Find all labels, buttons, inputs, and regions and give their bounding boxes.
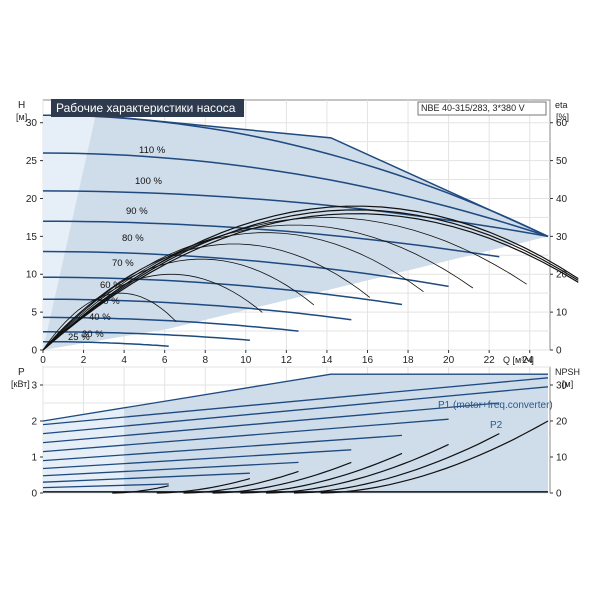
y-tick-label: 0 bbox=[31, 346, 37, 357]
x-tick-label: 24 bbox=[522, 355, 534, 366]
eta-curve bbox=[42, 292, 177, 351]
npsh-axis-unit: [м] bbox=[562, 379, 573, 389]
power-line bbox=[42, 386, 549, 435]
power-line bbox=[42, 483, 169, 489]
speed-label: 80 % bbox=[122, 233, 144, 244]
y2-axis-label: eta bbox=[555, 100, 568, 110]
power-area-light bbox=[43, 408, 125, 493]
pump-model: NBE 40-315/283, 3*380 V bbox=[421, 103, 525, 113]
y-tick-label: 30 bbox=[26, 118, 38, 129]
y2-tick-label: 20 bbox=[556, 270, 568, 281]
power-line bbox=[42, 472, 250, 483]
title-box bbox=[51, 99, 244, 117]
y2-tick-label: 40 bbox=[556, 194, 568, 205]
x-tick-label: 6 bbox=[162, 355, 168, 366]
eta-curve bbox=[42, 213, 579, 351]
x-tick-label: 14 bbox=[321, 355, 333, 366]
p-axis-unit: [кВт] bbox=[11, 379, 30, 389]
x-tick-label: 8 bbox=[202, 355, 208, 366]
power-line bbox=[42, 461, 299, 477]
y-tick-label: 10 bbox=[26, 270, 38, 281]
x-tick-label: 18 bbox=[402, 355, 414, 366]
power-line bbox=[42, 418, 449, 453]
chart-title: Рабочие характеристики насоса bbox=[56, 101, 236, 115]
speed-label: 90 % bbox=[126, 206, 148, 217]
y2-tick-label: 0 bbox=[556, 346, 562, 357]
y-axis-label: H bbox=[18, 100, 25, 111]
eta-curve bbox=[42, 232, 424, 351]
head-curve bbox=[43, 340, 169, 347]
y-axis-unit: [м] bbox=[16, 112, 27, 122]
power-line bbox=[42, 449, 352, 470]
head-curve bbox=[42, 250, 449, 288]
x-tick-label: 2 bbox=[81, 355, 87, 366]
speed-label: 100 % bbox=[135, 176, 162, 187]
head-curve bbox=[43, 276, 403, 306]
model-box bbox=[417, 101, 547, 116]
speed-label: 50 % bbox=[98, 296, 120, 307]
x-tick-label: 4 bbox=[121, 355, 127, 366]
speed-label: 70 % bbox=[112, 258, 134, 269]
max-envelope-line bbox=[95, 114, 549, 238]
y2-tick-label: 30 bbox=[556, 232, 568, 243]
p-tick-label: 3 bbox=[31, 381, 37, 392]
eta-curve bbox=[42, 217, 527, 351]
npsh-tick-label: 10 bbox=[556, 453, 568, 464]
y2-tick-label: 60 bbox=[556, 118, 568, 129]
y-tick-label: 5 bbox=[31, 308, 37, 319]
speed-label: 25 % bbox=[68, 332, 90, 343]
p2-label: P2 bbox=[490, 420, 503, 431]
p-tick-label: 2 bbox=[31, 417, 37, 428]
x-tick-label: 20 bbox=[443, 355, 455, 366]
npsh-axis-label: NPSH bbox=[555, 367, 580, 377]
x-axis-label: Q [м³/ч] bbox=[503, 355, 534, 365]
y-tick-label: 25 bbox=[26, 156, 38, 167]
power-envelope-line bbox=[42, 373, 548, 422]
y2-tick-label: 10 bbox=[556, 308, 568, 319]
head-curve bbox=[42, 190, 549, 238]
p-axis-label: P bbox=[18, 367, 25, 378]
speed-label: 40 % bbox=[89, 312, 111, 323]
x-tick-label: 0 bbox=[40, 355, 46, 366]
power-line bbox=[42, 402, 500, 444]
x-tick-label: 10 bbox=[240, 355, 252, 366]
power-line bbox=[42, 434, 403, 462]
power-line bbox=[42, 377, 549, 426]
power-area bbox=[43, 374, 548, 493]
y2-axis-unit: [%] bbox=[556, 112, 569, 122]
p-tick-label: 1 bbox=[31, 453, 37, 464]
npsh-tick-label: 30 bbox=[556, 381, 568, 392]
head-curve bbox=[42, 152, 549, 238]
x-tick-label: 22 bbox=[484, 355, 496, 366]
y-tick-label: 20 bbox=[26, 194, 38, 205]
p-tick-label: 0 bbox=[31, 489, 37, 500]
operating-area-light bbox=[43, 115, 96, 350]
npsh-curve bbox=[266, 443, 449, 494]
eta-curve bbox=[42, 273, 263, 351]
speed-label: 110 % bbox=[139, 145, 166, 156]
head-curve bbox=[43, 316, 299, 332]
head-curve bbox=[43, 331, 250, 341]
x-tick-label: 16 bbox=[362, 355, 374, 366]
speed-label: 30 % bbox=[82, 329, 104, 340]
npsh-curve bbox=[320, 420, 549, 494]
p1-label: P1 (motor+freq.converter) bbox=[438, 400, 553, 411]
eta-curve bbox=[42, 258, 315, 351]
y-tick-label: 15 bbox=[26, 232, 38, 243]
head-curve bbox=[42, 220, 500, 258]
npsh-curve bbox=[293, 433, 500, 494]
x-tick-label: 12 bbox=[281, 355, 293, 366]
npsh-curve bbox=[112, 485, 169, 494]
npsh-tick-label: 0 bbox=[556, 489, 562, 500]
npsh-tick-label: 20 bbox=[556, 417, 568, 428]
y2-tick-label: 50 bbox=[556, 156, 568, 167]
speed-label: 60 % bbox=[100, 280, 122, 291]
